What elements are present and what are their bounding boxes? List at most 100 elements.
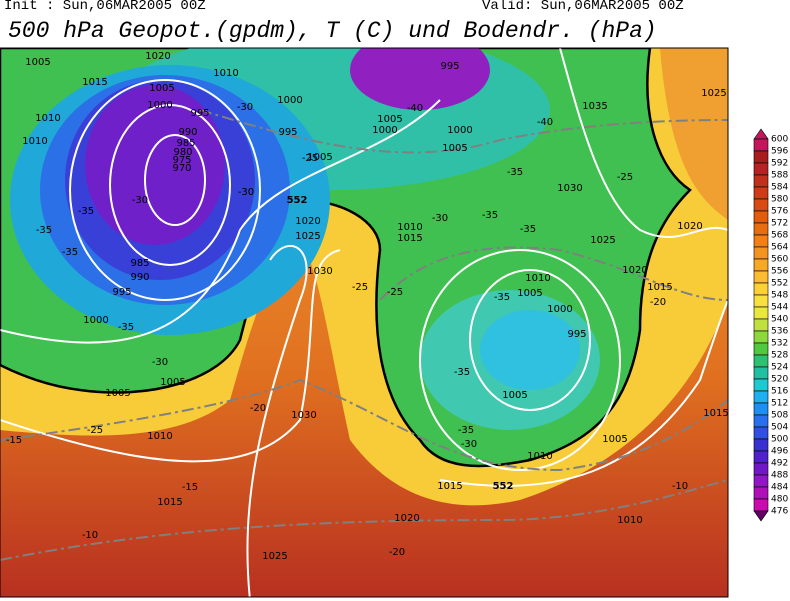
colorbar-swatch xyxy=(753,174,769,188)
temperature-label: -35 xyxy=(507,167,523,178)
temperature-label: -10 xyxy=(672,481,688,492)
colorbar-label: 564 xyxy=(771,243,788,253)
isobar-label: 1000 xyxy=(147,100,172,111)
colorbar-label: 596 xyxy=(771,147,788,157)
colorbar-swatch xyxy=(753,342,769,356)
temperature-label: -10 xyxy=(82,530,98,541)
isobar-label: 1010 xyxy=(147,431,172,442)
temperature-label: -35 xyxy=(454,367,470,378)
isobar-label: 980 xyxy=(173,147,192,158)
isobar-label: 1010 xyxy=(213,68,238,79)
isobar-label: 995 xyxy=(567,329,586,340)
isobar-label: 995 xyxy=(112,287,131,298)
isobar-label: 1015 xyxy=(397,233,422,244)
isobar-label: 985 xyxy=(176,138,195,149)
colorbar-swatch xyxy=(753,402,769,416)
isobar-label: 1000 xyxy=(83,315,108,326)
isobar-label: 1005 xyxy=(377,114,402,125)
isobar-label: 1000 xyxy=(447,125,472,136)
isobar-label: 1030 xyxy=(557,183,582,194)
isobar-label: 1030 xyxy=(291,410,316,421)
map-field xyxy=(0,48,728,597)
colorbar-label: 492 xyxy=(771,459,788,469)
temperature-label: -30 xyxy=(152,357,168,368)
isobar-label: 995 xyxy=(440,61,459,72)
map-frame xyxy=(0,47,729,598)
isobar-label: 1015 xyxy=(157,497,182,508)
temperature-label: -30 xyxy=(238,187,254,198)
colorbar-swatch xyxy=(753,354,769,368)
isobar-label: 1000 xyxy=(277,95,302,106)
isobar-label: 985 xyxy=(130,258,149,269)
temperature-label: -20 xyxy=(250,403,266,414)
colorbar-swatch xyxy=(753,198,769,212)
colorbar-swatch xyxy=(753,258,769,272)
isobar-label: 1025 xyxy=(701,88,726,99)
colorbar-swatch xyxy=(753,330,769,344)
isobar-label: 995 xyxy=(278,127,297,138)
colorbar-label: 484 xyxy=(771,483,788,493)
isobar-label: 1025 xyxy=(262,551,287,562)
colorbar-label: 512 xyxy=(771,399,788,409)
colorbar-swatch xyxy=(753,246,769,260)
colorbar-label: 500 xyxy=(771,435,788,445)
isobar-label: 1015 xyxy=(82,77,107,88)
colorbar-swatch xyxy=(753,222,769,236)
isobar-label: 1020 xyxy=(295,216,320,227)
isobar-label: 1005 xyxy=(160,377,185,388)
colorbar-label: 476 xyxy=(771,507,788,517)
temperature-label: -35 xyxy=(36,225,52,236)
isobar-label: 970 xyxy=(172,163,191,174)
isobar-label: 1005 xyxy=(602,434,627,445)
temperature-label: -25 xyxy=(352,282,368,293)
colorbar-swatch xyxy=(753,294,769,308)
colorbar-swatch xyxy=(753,270,769,284)
colorbar-label: 496 xyxy=(771,447,788,457)
isobar-label: 1025 xyxy=(590,235,615,246)
colorbar-label: 508 xyxy=(771,411,788,421)
temperature-label: -35 xyxy=(458,425,474,436)
colorbar-label: 584 xyxy=(771,183,788,193)
colorbar-swatch xyxy=(753,378,769,392)
colorbar-swatch xyxy=(753,450,769,464)
isobar-label: 1025 xyxy=(295,231,320,242)
temperature-label: -35 xyxy=(118,322,134,333)
colorbar-swatch xyxy=(753,414,769,428)
colorbar-arrow-bottom xyxy=(753,510,769,522)
colorbar-swatch xyxy=(753,390,769,404)
isobar-label: 1020 xyxy=(622,265,647,276)
colorbar-label: 540 xyxy=(771,315,788,325)
isobar-label: 1010 xyxy=(35,113,60,124)
isobar-label: 1005 xyxy=(517,288,542,299)
isobar-label: 1010 xyxy=(527,451,552,462)
colorbar-label: 572 xyxy=(771,219,788,229)
isobar-label: 995 xyxy=(190,108,209,119)
temperature-label: -30 xyxy=(461,439,477,450)
init-time: Init : Sun,06MAR2005 00Z xyxy=(4,0,206,14)
temperature-label: -20 xyxy=(389,547,405,558)
colorbar-label: 552 xyxy=(771,279,788,289)
colorbar-label: 516 xyxy=(771,387,788,397)
colorbar-swatch xyxy=(753,306,769,320)
colorbar-swatch xyxy=(753,162,769,176)
colorbar-label: 548 xyxy=(771,291,788,301)
isobar-label: 1015 xyxy=(703,408,728,419)
colorbar-swatch xyxy=(753,486,769,500)
colorbar-label: 480 xyxy=(771,495,788,505)
isobar-label: 1015 xyxy=(437,481,462,492)
colorbar-swatch xyxy=(753,366,769,380)
colorbar-label: 556 xyxy=(771,267,788,277)
isobar-label: 1020 xyxy=(145,51,170,62)
temperature-label: -30 xyxy=(432,213,448,224)
colorbar-label: 504 xyxy=(771,423,788,433)
isobar-label: 1005 xyxy=(502,390,527,401)
geopotential-label: 552 xyxy=(287,195,308,206)
colorbar-label: 528 xyxy=(771,351,788,361)
colorbar-swatch xyxy=(753,150,769,164)
isobar-label: 1035 xyxy=(582,101,607,112)
colorbar-label: 524 xyxy=(771,363,788,373)
colorbar-label: 580 xyxy=(771,195,788,205)
temperature-label: -40 xyxy=(407,103,423,114)
isobar-label: 1030 xyxy=(307,266,332,277)
